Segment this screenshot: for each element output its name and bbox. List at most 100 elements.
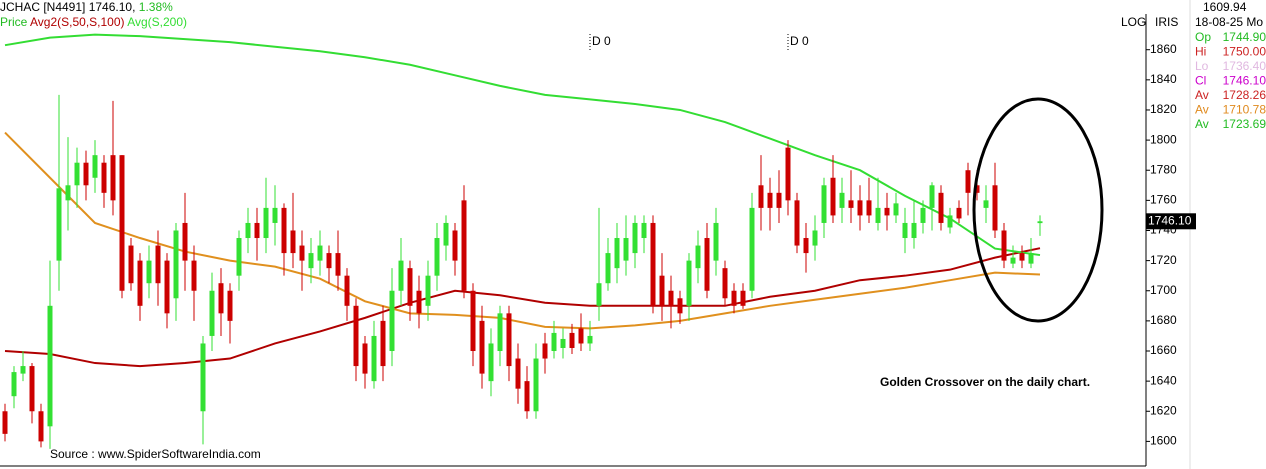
- last-price-tag: [1146, 213, 1196, 230]
- candle-body: [245, 222, 251, 239]
- candle-body: [272, 207, 278, 223]
- candle-body: [587, 335, 593, 344]
- candle-body: [443, 222, 449, 246]
- info-value: 1710.78: [1223, 103, 1266, 117]
- candle-body: [767, 192, 773, 208]
- candle-body: [965, 170, 971, 193]
- candle-body: [344, 275, 350, 306]
- candle-body: [2, 411, 8, 434]
- candle-body: [524, 381, 530, 412]
- candle-body: [938, 192, 944, 223]
- toolbar-button[interactable]: IRIS: [1155, 15, 1178, 29]
- change: 1.38%: [139, 0, 173, 14]
- y-tick-label: 1660: [1150, 343, 1177, 357]
- candle-body: [929, 185, 935, 208]
- legend-entry: Avg(S,200): [127, 15, 187, 29]
- info-label: Av: [1195, 88, 1209, 102]
- candle-body: [380, 320, 386, 367]
- candle-body: [659, 275, 665, 306]
- candle-body: [848, 200, 854, 208]
- event-marker-label: D 0: [592, 34, 611, 48]
- candle-body: [101, 162, 107, 193]
- candle-body: [137, 260, 143, 306]
- candle-body: [308, 253, 314, 269]
- info-date: 18-08-25 Mo: [1195, 15, 1263, 29]
- candle-body: [155, 245, 161, 284]
- y-tick-label: 1860: [1150, 42, 1177, 56]
- candle-body: [479, 320, 485, 374]
- symbol: JCHAC [N4491] 1746.10,: [0, 0, 135, 14]
- candle-body: [299, 245, 305, 261]
- info-value: 1746.10: [1223, 74, 1266, 88]
- y-tick-label: 1680: [1150, 313, 1177, 327]
- candle-body: [164, 260, 170, 314]
- candle-body: [983, 200, 989, 208]
- event-marker-label: D 0: [790, 34, 809, 48]
- candle-body: [650, 222, 656, 306]
- candle-body: [578, 328, 584, 344]
- candle-body: [920, 207, 926, 223]
- candle-body: [326, 253, 332, 269]
- candle-body: [236, 238, 242, 276]
- candle-body: [182, 222, 188, 261]
- candle-body: [785, 147, 791, 201]
- candle-body: [677, 298, 683, 314]
- candle-body: [740, 290, 746, 306]
- legend: Price Avg2(S,50,S,100) Avg(S,200): [0, 15, 187, 29]
- y-tick-label: 1780: [1150, 162, 1177, 176]
- candle-body: [254, 222, 260, 239]
- candle-body: [812, 230, 818, 246]
- candle-body: [425, 275, 431, 306]
- info-label: Av: [1195, 103, 1209, 117]
- info-value: 1736.40: [1223, 59, 1266, 73]
- candle-body: [1010, 257, 1016, 264]
- candle-body: [974, 185, 980, 193]
- candle-body: [209, 290, 215, 336]
- info-label: Av: [1195, 117, 1209, 131]
- info-value: 1744.90: [1223, 30, 1266, 44]
- candle-body: [992, 185, 998, 231]
- candle-body: [704, 238, 710, 291]
- candle-body: [596, 283, 602, 306]
- candle-body: [506, 313, 512, 367]
- info-label: Cl: [1195, 74, 1206, 88]
- candle-body: [20, 366, 26, 374]
- candle-body: [290, 230, 296, 254]
- info-label: Lo: [1195, 59, 1209, 73]
- candle-body: [119, 155, 125, 291]
- candle-body: [146, 260, 152, 284]
- y-tick-label: 1600: [1150, 434, 1177, 448]
- candle-body: [200, 343, 206, 412]
- candle-body: [317, 245, 323, 261]
- toolbar-button[interactable]: LOG: [1121, 15, 1146, 29]
- candle-body: [281, 207, 287, 254]
- info-label: Op: [1195, 30, 1211, 44]
- candle-body: [29, 366, 35, 412]
- candle-body: [875, 207, 881, 223]
- y-tick-label: 1800: [1150, 132, 1177, 146]
- candle-body: [632, 222, 638, 254]
- candle-body: [758, 185, 764, 208]
- candle-body: [173, 230, 179, 299]
- source: Source : www.SpiderSoftwareIndia.com: [50, 447, 261, 461]
- candle-body: [389, 290, 395, 352]
- candle-body: [794, 200, 800, 246]
- y-tick-label: 1620: [1150, 403, 1177, 417]
- candle-body: [191, 260, 197, 291]
- candle-body: [776, 192, 782, 208]
- candle-body: [488, 343, 494, 382]
- candle-body: [470, 290, 476, 352]
- y-tick-label: 1720: [1150, 253, 1177, 267]
- candle-body: [641, 222, 647, 239]
- y-tick-label: 1820: [1150, 102, 1177, 116]
- candle-body: [398, 260, 404, 291]
- candle-body: [47, 305, 53, 427]
- candle-body: [362, 343, 368, 374]
- info-value: 1728.26: [1223, 88, 1266, 102]
- y-tick-label: 1640: [1150, 373, 1177, 387]
- moving-average-line: [4, 33, 1041, 257]
- y-tick-label: 1700: [1150, 283, 1177, 297]
- candle-body: [11, 372, 17, 397]
- candle-body: [1037, 221, 1043, 224]
